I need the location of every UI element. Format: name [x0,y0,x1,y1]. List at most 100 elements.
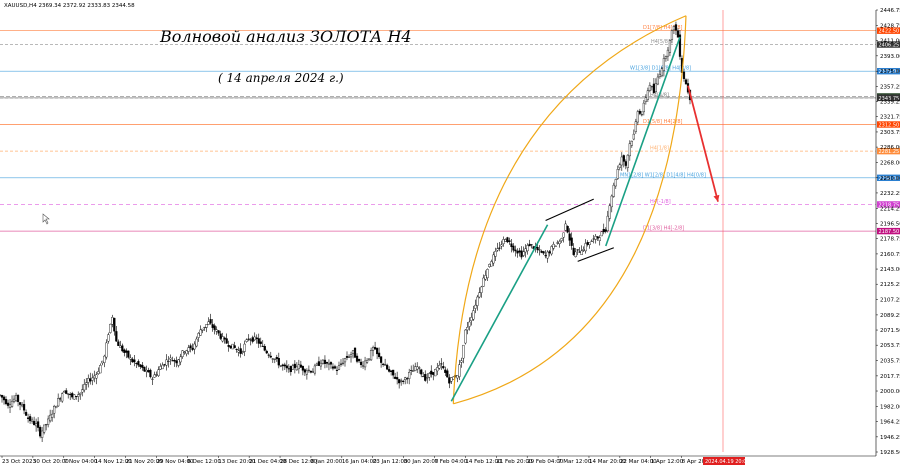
y-tick-label: 2143.00 [880,267,900,273]
candle-body [297,364,300,370]
y-tick-label: 2357.25 [880,84,900,90]
candle-body [396,377,399,380]
candle-body [540,250,543,253]
candle-body [606,215,609,231]
candle-body [400,380,403,382]
y-tick-label: 2160.75 [880,252,900,258]
candle-body [245,339,248,342]
candle-body [658,73,662,77]
candle-body [325,362,329,364]
candle-body [530,244,533,246]
candle-body [518,250,521,253]
candle-body [231,343,234,350]
candle-body [564,223,567,231]
candle-body [394,376,397,379]
wave-line-2[interactable] [605,36,681,247]
candle-body [548,251,551,254]
candle-body [129,357,132,360]
candle-body [644,97,647,102]
x-tick-label: 21 Dec 04:00 [249,459,286,465]
candle-body [131,358,134,363]
candle-body [418,367,421,369]
candle-body [251,337,254,342]
channel-line-upper[interactable] [545,198,594,221]
candle-body [16,394,20,402]
candle-body [185,350,188,355]
x-tick-label: 23 Oct 2023 [2,459,37,465]
candle-body [552,243,555,249]
wave-line-1[interactable] [450,224,549,402]
forecast-arrow[interactable] [687,85,719,202]
candle-body [261,345,264,347]
y-tick-label: 1928.50 [880,450,900,456]
candle-body [377,352,381,358]
candle-body [115,331,118,342]
candle-body [646,90,649,100]
candle-body [67,393,70,395]
y-tick-label: 2339.25 [880,100,900,106]
candle-body [273,358,276,360]
level-label: D1[5/8] H4[2/8] [643,119,683,125]
y-tick-label: 2232.25 [880,191,900,197]
candle-body [39,427,42,437]
candle-body [602,228,605,233]
candle-body [237,350,240,353]
candle-body [367,358,371,360]
candle-body [442,366,445,369]
candle-body [440,363,443,365]
candle-body [287,368,290,370]
x-tick-label: 7 Nov 04:00 [64,459,98,465]
candle-body [496,248,499,251]
y-tick-label: 2446.75 [880,8,900,14]
candle-body [398,379,401,384]
candle-body [57,398,60,407]
candle-body [341,362,345,364]
candle-body [466,327,469,331]
candle-body [522,251,525,256]
orange-arc-lower[interactable] [453,15,687,405]
y-tick-label: 2411.00 [880,38,900,44]
mouse-cursor-icon [42,213,50,225]
candle-body [137,361,140,366]
candle-body [662,58,666,71]
candle-body [642,102,645,113]
time-cursor-text: 2024.04.19 20:00 [705,459,750,465]
candle-body [329,362,333,365]
candle-body [75,396,78,398]
candle-body [682,71,686,79]
candle-body [504,239,507,242]
orange-arc-upper[interactable] [452,15,687,404]
candle-body [47,418,50,425]
candle-body [558,241,561,245]
candle-body [177,359,180,366]
x-tick-label: 28 Dec 12:00 [280,459,317,465]
candle-body [133,359,136,363]
candle-body [434,369,437,377]
candle-body [193,343,196,350]
candle-body [311,371,315,373]
candle-body [307,369,310,371]
candle-body [620,156,623,166]
candle-body [55,405,58,409]
candle-body [406,378,409,380]
candle-body [550,246,553,255]
candle-body [295,366,298,371]
chart-subtitle: ( 14 апреля 2024 г.) [218,71,344,85]
candle-body [319,362,323,367]
candle-body [556,242,559,244]
candle-body [596,236,599,239]
candle-body [99,365,102,374]
channel-line-lower[interactable] [577,247,614,262]
level-label: D1[3/8] H4[-2/8] [643,226,684,232]
candle-body [45,424,48,426]
candle-body [648,84,651,91]
candle-body [382,363,385,365]
candle-body [568,233,571,241]
candle-body [638,110,641,114]
candle-body [299,364,302,368]
plot-area[interactable] [0,10,876,456]
candle-body [69,394,72,396]
candle-body [199,329,202,336]
